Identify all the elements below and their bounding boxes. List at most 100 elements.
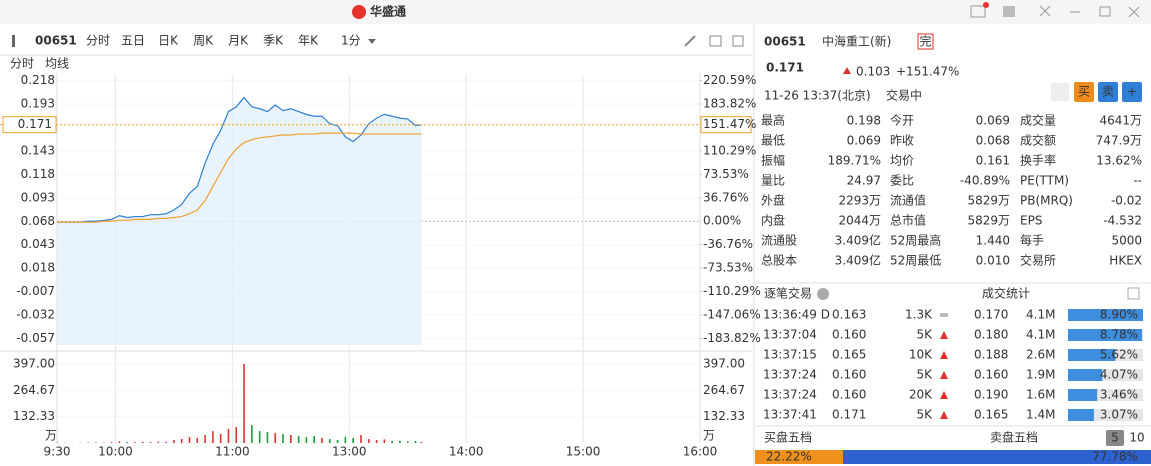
volume-bar: [391, 441, 393, 443]
quote-time: 11-26 13:37(北京): [764, 89, 871, 103]
trade-price: 0.163: [832, 308, 866, 322]
stat-value: 0.069: [847, 134, 881, 148]
trade-button[interactable]: [1122, 82, 1142, 102]
stat-volume: 2.6M: [1026, 348, 1055, 362]
trade-volume: 5K: [916, 368, 933, 382]
stat-value: 0.161: [976, 154, 1010, 168]
expand-icon[interactable]: [1127, 287, 1140, 300]
volume-bar: [321, 438, 323, 443]
period-tab[interactable]: 日K: [158, 34, 179, 48]
volume-bar: [297, 436, 300, 443]
interval-select[interactable]: 1分: [341, 34, 361, 48]
collapse-icon[interactable]: [12, 35, 15, 47]
trade-status: 交易中: [886, 88, 922, 103]
trades-title: 逐笔交易: [764, 286, 812, 301]
pct-label: 3.46%: [1100, 388, 1138, 402]
stat-value: --: [1133, 174, 1142, 188]
badge: [917, 33, 934, 50]
stat-value: HKEX: [1109, 254, 1142, 268]
volume-bar: [235, 427, 238, 443]
period-tab[interactable]: 季K: [263, 34, 284, 48]
stat-price: 0.180: [974, 328, 1008, 342]
pct-bar: [1068, 409, 1094, 421]
volume-bar: [227, 429, 230, 443]
sell-pct-label: 77.78%: [1092, 450, 1138, 464]
volume-bar: [420, 442, 423, 443]
buy-pct-label: 22.22%: [766, 450, 812, 464]
stat-label: 每手: [1020, 233, 1044, 248]
y2-tick-label: 183.82%: [703, 97, 756, 111]
x-tick-label: 10:00: [98, 445, 133, 459]
alert-button[interactable]: [1051, 83, 1069, 101]
trade-volume: 5K: [916, 328, 933, 342]
stat-volume: 4.1M: [1026, 328, 1055, 342]
level-tab[interactable]: 5: [1111, 431, 1119, 445]
draw-icon[interactable]: [684, 35, 696, 47]
y2-tick-label: 36.76%: [703, 190, 749, 204]
volume-tick-label: 397.00: [13, 356, 55, 370]
close-button[interactable]: [1128, 6, 1140, 18]
period-tab[interactable]: 分时: [86, 34, 110, 48]
last-price-label: 0.171: [18, 117, 52, 131]
stat-label: 总股本: [761, 254, 797, 268]
trade-time: 13:37:24: [763, 368, 817, 382]
trade-price: 0.165: [832, 348, 866, 362]
trade-volume: 10K: [909, 348, 933, 362]
period-tab[interactable]: 月K: [228, 34, 249, 48]
trade-button[interactable]: [1074, 82, 1094, 102]
stat-label: 成交额: [1020, 133, 1056, 148]
level-tab-bg: [1106, 430, 1124, 446]
volume-bar: [212, 431, 214, 443]
trade-button-label[interactable]: 卖: [1102, 85, 1114, 99]
stat-value: 3.409亿: [835, 233, 881, 248]
stat-value: 13.62%: [1096, 154, 1142, 168]
sell-depth-title: 卖盘五档: [990, 430, 1038, 445]
skin-icon[interactable]: [1003, 6, 1015, 17]
trade-button[interactable]: [1098, 82, 1118, 102]
volume-tick-label: 264.67: [703, 383, 745, 397]
volume-bar: [336, 440, 339, 443]
stat-label: EPS: [1020, 214, 1042, 228]
y-tick-label: 0.118: [21, 167, 55, 181]
stat-value: -4.532: [1103, 214, 1142, 228]
legend-label: 分时: [10, 57, 34, 71]
expand-icon[interactable]: [732, 35, 744, 47]
volume-bar: [126, 442, 128, 443]
volume-bar: [290, 435, 292, 443]
period-tab[interactable]: 五日: [121, 34, 145, 48]
stat-label: 量比: [761, 174, 785, 188]
stat-value: 0.069: [976, 114, 1010, 128]
stat-volume: 1.9M: [1026, 368, 1055, 382]
stat-label: 总市值: [890, 213, 926, 228]
trade-direction: [940, 371, 948, 379]
shrink-icon[interactable]: [1039, 5, 1051, 17]
trade-direction: [940, 313, 948, 317]
volume-bar: [406, 441, 409, 443]
y-tick-label: 0.193: [21, 97, 55, 111]
trade-price: 0.171: [832, 408, 866, 422]
volume-tick-label: 132.33: [703, 409, 745, 423]
stat-value: 5000: [1111, 234, 1142, 248]
stat-value: 4641万: [1099, 114, 1142, 128]
volume-stats-title: 成交统计: [982, 286, 1030, 301]
period-tab[interactable]: 周K: [193, 34, 214, 48]
period-tab[interactable]: 年K: [298, 34, 319, 48]
series-line: [57, 132, 422, 223]
pct-bar: [1068, 369, 1103, 381]
volume-bar: [243, 363, 245, 443]
stat-price: 0.165: [974, 408, 1008, 422]
mail-icon[interactable]: [970, 5, 986, 18]
maximize-button[interactable]: [1099, 6, 1111, 17]
volume-bar: [165, 441, 167, 443]
trade-button-label[interactable]: +: [1127, 85, 1137, 99]
volume-tick-label: 397.00: [703, 356, 745, 370]
trade-time: 13:36:49 D: [763, 308, 830, 322]
stat-value: 0.010: [976, 254, 1010, 268]
volume-bar: [157, 441, 160, 443]
trade-button-label[interactable]: 买: [1078, 85, 1090, 99]
stat-volume: 1.6M: [1026, 388, 1055, 402]
pct-label: 4.07%: [1100, 368, 1138, 382]
level-tab[interactable]: 10: [1129, 431, 1144, 445]
fullscreen-icon[interactable]: [709, 35, 722, 47]
